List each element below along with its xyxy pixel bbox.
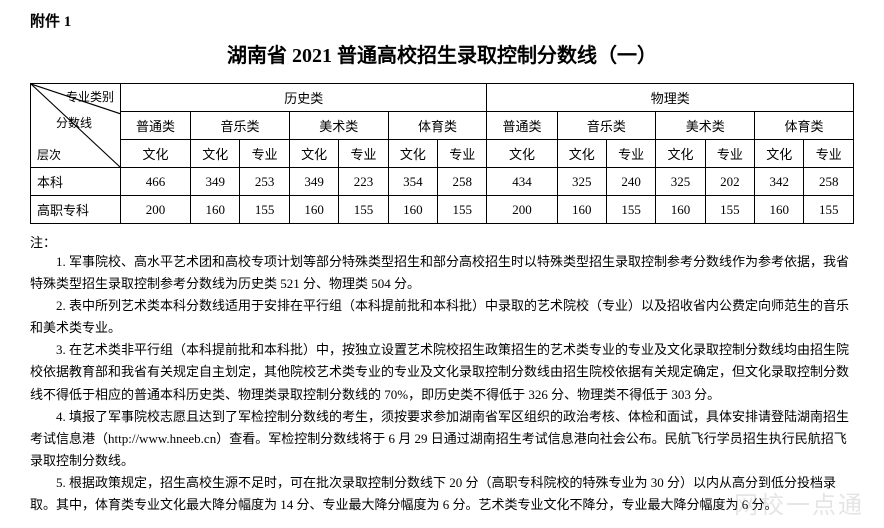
sub: 文化 <box>388 140 437 168</box>
val: 349 <box>191 168 240 196</box>
val: 160 <box>191 196 240 224</box>
val: 434 <box>487 168 557 196</box>
val: 155 <box>606 196 655 224</box>
sub: 专业 <box>606 140 655 168</box>
note-item: 2. 表中所列艺术类本科分数线适用于安排在平行组（本科提前批和本科批）中录取的艺… <box>30 295 854 339</box>
group-physics: 物理类 <box>487 84 854 112</box>
note-item: 3. 在艺术类非平行组（本科提前批和本科批）中，按独立设置艺术院校招生政策招生的… <box>30 339 854 405</box>
diag-bot: 层次 <box>37 146 61 163</box>
notes: 1. 军事院校、高水平艺术团和高校专项计划等部分特殊类型招生和部分高校招生时以特… <box>30 251 854 516</box>
val: 160 <box>557 196 606 224</box>
table-row: 高职专科 200 160 155 160 155 160 155 200 160… <box>31 196 854 224</box>
note-item: 1. 军事院校、高水平艺术团和高校专项计划等部分特殊类型招生和部分高校招生时以特… <box>30 251 854 295</box>
sub: 文化 <box>557 140 606 168</box>
val: 155 <box>705 196 754 224</box>
sub: 文化 <box>121 140 191 168</box>
subj: 音乐类 <box>557 112 656 140</box>
sub: 专业 <box>339 140 388 168</box>
val: 253 <box>240 168 289 196</box>
val: 200 <box>121 196 191 224</box>
val: 223 <box>339 168 388 196</box>
val: 325 <box>656 168 705 196</box>
val: 349 <box>289 168 338 196</box>
subj: 普通类 <box>487 112 557 140</box>
sub: 专业 <box>804 140 854 168</box>
subj: 体育类 <box>388 112 487 140</box>
level-cell: 本科 <box>31 168 121 196</box>
sub: 文化 <box>755 140 804 168</box>
subject-row: 普通类 音乐类 美术类 体育类 普通类 音乐类 美术类 体育类 <box>31 112 854 140</box>
diag-mid: 分数线 <box>56 114 92 131</box>
val: 155 <box>339 196 388 224</box>
val: 354 <box>388 168 437 196</box>
val: 258 <box>804 168 854 196</box>
sub: 专业 <box>240 140 289 168</box>
sub: 专业 <box>438 140 487 168</box>
table-row: 本科 466 349 253 349 223 354 258 434 325 2… <box>31 168 854 196</box>
subj: 美术类 <box>289 112 388 140</box>
diag-top: 专业类别 <box>66 88 114 105</box>
val: 258 <box>438 168 487 196</box>
level-cell: 高职专科 <box>31 196 121 224</box>
attachment-label: 附件 1 <box>30 10 854 31</box>
val: 240 <box>606 168 655 196</box>
sub: 文化 <box>656 140 705 168</box>
val: 160 <box>388 196 437 224</box>
note-item: 4. 填报了军事院校志愿且达到了军检控制分数线的考生，须按要求参加湖南省军区组织… <box>30 406 854 472</box>
val: 200 <box>487 196 557 224</box>
sub-row: 文化 文化 专业 文化 专业 文化 专业 文化 文化 专业 文化 专业 文化 专… <box>31 140 854 168</box>
subj: 体育类 <box>755 112 854 140</box>
subj: 普通类 <box>121 112 191 140</box>
sub: 专业 <box>705 140 754 168</box>
val: 155 <box>804 196 854 224</box>
score-table: 专业类别 分数线 层次 历史类 物理类 普通类 音乐类 美术类 体育类 普通类 … <box>30 83 854 224</box>
val: 202 <box>705 168 754 196</box>
val: 160 <box>289 196 338 224</box>
sub: 文化 <box>289 140 338 168</box>
sub: 文化 <box>191 140 240 168</box>
val: 342 <box>755 168 804 196</box>
val: 160 <box>755 196 804 224</box>
subj: 美术类 <box>656 112 755 140</box>
subj: 音乐类 <box>191 112 290 140</box>
val: 160 <box>656 196 705 224</box>
val: 466 <box>121 168 191 196</box>
diag-header: 专业类别 分数线 层次 <box>31 84 121 168</box>
group-history: 历史类 <box>121 84 487 112</box>
val: 155 <box>438 196 487 224</box>
notes-label: 注： <box>30 232 854 251</box>
val: 325 <box>557 168 606 196</box>
sub: 文化 <box>487 140 557 168</box>
page-title: 湖南省 2021 普通高校招生录取控制分数线（一） <box>30 39 854 68</box>
val: 155 <box>240 196 289 224</box>
note-item: 5. 根据政策规定，招生高校生源不足时，可在批次录取控制分数线下 20 分（高职… <box>30 472 854 516</box>
